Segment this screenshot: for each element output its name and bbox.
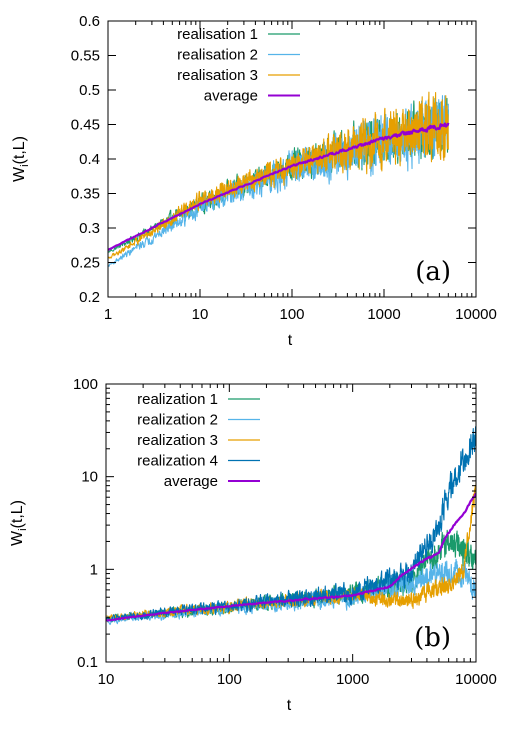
y-axis-title: Wi(t,L) — [9, 500, 29, 546]
x-tick-label: 10 — [192, 306, 209, 323]
chart-panel-b: 10 100 1000 10000 0.1 1 10 100 t Wi(t,L) realizati… — [9, 376, 497, 714]
legend: realisation 1 realisation 2 realisation 3 a… — [177, 26, 300, 105]
series-line-average — [106, 492, 476, 622]
x-tick-label: 1 — [104, 306, 112, 323]
series-group — [108, 91, 450, 267]
x-tick-label: 100 — [217, 671, 242, 688]
plot-frame — [105, 383, 477, 663]
series-line-average — [108, 122, 450, 251]
legend-label: realization 3 — [137, 432, 218, 449]
y-tick-label: 1 — [90, 561, 98, 578]
y-tick-label: 0.2 — [79, 289, 100, 306]
chart-panel-a: 1 10 100 1000 10000 0.2 0.25 0.3 0.35 0.4 0.45 0.5 0… — [11, 13, 497, 349]
y-tick-label: 10 — [81, 469, 98, 486]
legend-label: realization 4 — [137, 453, 218, 470]
x-tick-label: 1000 — [336, 671, 369, 688]
y-axis-title: Wi(t,L) — [11, 136, 31, 182]
y-tick-label: 0.25 — [71, 255, 100, 272]
legend-label: realization 2 — [137, 412, 218, 429]
x-axis-title: t — [288, 332, 293, 349]
legend-label: realisation 2 — [177, 47, 258, 64]
legend: realization 1 realization 2 realization 3 r… — [137, 391, 260, 490]
y-tick-label: 0.6 — [79, 13, 100, 30]
y-tick-label: 0.4 — [79, 151, 100, 168]
legend-label: average — [164, 473, 218, 490]
y-tick-label: 0.5 — [79, 82, 100, 99]
panel-label: (b) — [414, 623, 451, 653]
legend-label: average — [204, 88, 258, 105]
y-tick-label: 0.1 — [77, 654, 98, 671]
y-tick-label: 0.35 — [71, 186, 100, 203]
y-tick-label: 100 — [73, 376, 98, 393]
y-tick-label: 0.3 — [79, 220, 100, 237]
y-tick-label: 0.55 — [71, 48, 100, 65]
series-line-realization-4 — [106, 426, 476, 622]
x-axis-title: t — [287, 697, 292, 714]
legend-label: realisation 3 — [177, 67, 258, 84]
x-tick-label: 10000 — [455, 671, 497, 688]
series-group — [106, 426, 476, 626]
y-tick-label: 0.45 — [71, 117, 100, 134]
legend-label: realisation 1 — [177, 26, 258, 43]
panel-label: (a) — [415, 257, 451, 287]
x-tick-label: 100 — [279, 306, 304, 323]
legend-label: realization 1 — [137, 391, 218, 408]
x-tick-label: 1000 — [367, 306, 400, 323]
x-tick-label: 10 — [98, 671, 115, 688]
x-tick-label: 10000 — [455, 306, 497, 323]
